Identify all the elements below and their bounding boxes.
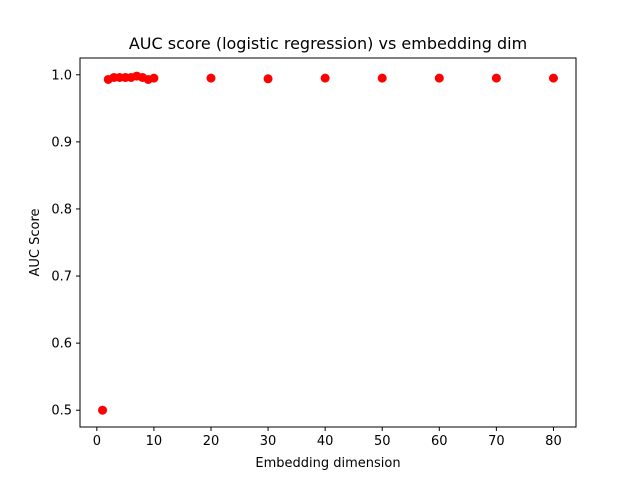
- data-point: [434, 73, 444, 83]
- plot-area: [79, 57, 577, 428]
- data-point: [377, 73, 387, 83]
- y-tick-label: 0.7: [51, 270, 72, 285]
- data-point: [98, 405, 108, 415]
- chart-title: AUC score (logistic regression) vs embed…: [129, 34, 527, 53]
- x-tick-label: 40: [317, 434, 334, 449]
- data-points: [98, 71, 558, 415]
- x-tick-label: 20: [203, 434, 220, 449]
- y-axis-label: AUC Score: [28, 208, 43, 276]
- y-tick-label: 0.8: [51, 202, 72, 217]
- y-tick-label: 0.6: [51, 337, 72, 352]
- x-tick-label: 10: [146, 434, 163, 449]
- data-point: [548, 73, 558, 83]
- x-tick-label: 80: [545, 434, 562, 449]
- data-point: [320, 73, 330, 83]
- y-tick-label: 0.9: [51, 135, 72, 150]
- x-axis: 0 10 20 30 40 50 60 70 80: [93, 427, 562, 449]
- x-tick-label: 0: [93, 434, 101, 449]
- x-axis-label: Embedding dimension: [255, 456, 400, 471]
- data-point: [491, 73, 501, 83]
- y-tick-label: 0.5: [51, 404, 72, 419]
- x-tick-label: 50: [374, 434, 391, 449]
- x-tick-label: 60: [431, 434, 448, 449]
- y-tick-label: 1.0: [51, 68, 72, 83]
- data-point: [263, 74, 273, 84]
- x-tick-label: 30: [260, 434, 277, 449]
- data-point: [149, 73, 159, 83]
- y-axis: 0.5 0.6 0.7 0.8 0.9 1.0: [51, 68, 80, 419]
- x-tick-label: 70: [488, 434, 505, 449]
- data-point: [206, 73, 216, 83]
